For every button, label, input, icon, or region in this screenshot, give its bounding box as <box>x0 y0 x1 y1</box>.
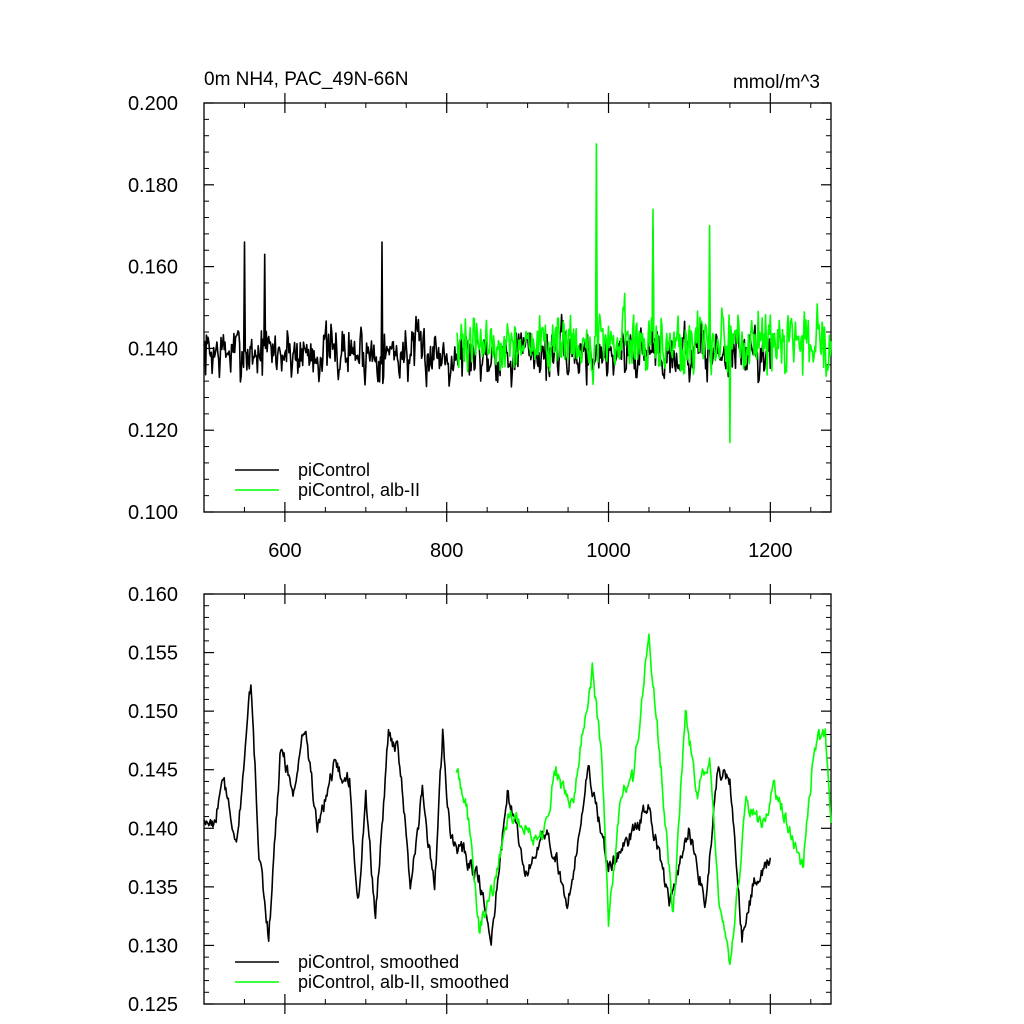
top-title-left: 0m NH4, PAC_49N-66N <box>204 69 409 90</box>
bottom-ytick-label: 0.135 <box>128 877 178 899</box>
legend-label-picontrol: piControl <box>298 460 370 480</box>
bottom-series-layer <box>203 633 832 966</box>
top-ytick-label: 0.140 <box>128 338 178 360</box>
top-ytick-label: 0.160 <box>128 257 178 279</box>
legend-label-alb-smoothed: piControl, alb-II, smoothed <box>298 972 509 992</box>
top-ticks: 600 800 1000 1200 0.100 0.120 0.140 0.160 0.180 0… <box>128 93 831 562</box>
top-ytick-label: 0.200 <box>128 93 178 115</box>
top-xtick-label: 1200 <box>748 540 793 562</box>
bottom-ytick-label: 0.140 <box>128 818 178 840</box>
top-legend: piControl piControl, alb-II <box>235 460 420 500</box>
top-xtick-label: 1000 <box>586 540 631 562</box>
legend-label-alb: piControl, alb-II <box>298 480 420 500</box>
bottom-legend: piControl, smoothed piControl, alb-II, s… <box>235 952 509 992</box>
top-panel: 0m NH4, PAC_49N-66N mmol/m^3 600 800 1000 1… <box>128 69 832 562</box>
bottom-ytick-label: 0.125 <box>128 994 178 1016</box>
bottom-panel: 0.125 0.130 0.135 0.140 0.145 0.150 0.155 0.160… <box>128 584 832 1016</box>
top-ytick-label: 0.120 <box>128 420 178 442</box>
top-plot-frame <box>203 102 832 513</box>
top-title-right: mmol/m^3 <box>733 72 820 93</box>
top-series-layer <box>203 143 832 444</box>
top-ytick-label: 0.180 <box>128 175 178 197</box>
series-line-picontrol <box>203 229 772 388</box>
top-ytick-label: 0.100 <box>128 502 178 524</box>
series-line-picontrol-alb-ii-smoothed <box>455 633 832 966</box>
top-xtick-label: 600 <box>268 540 301 562</box>
top-xtick-label: 800 <box>430 540 463 562</box>
series-line-picontrol-alb-ii <box>456 143 832 444</box>
bottom-ticks: 0.125 0.130 0.135 0.140 0.145 0.150 0.155 0.160 <box>128 584 831 1016</box>
bottom-ytick-label: 0.150 <box>128 701 178 723</box>
bottom-ytick-label: 0.130 <box>128 935 178 957</box>
bottom-ytick-label: 0.155 <box>128 643 178 665</box>
bottom-plot-frame <box>203 593 832 1005</box>
bottom-ytick-label: 0.145 <box>128 760 178 782</box>
bottom-ytick-label: 0.160 <box>128 584 178 606</box>
legend-label-picontrol-smoothed: piControl, smoothed <box>298 952 459 972</box>
